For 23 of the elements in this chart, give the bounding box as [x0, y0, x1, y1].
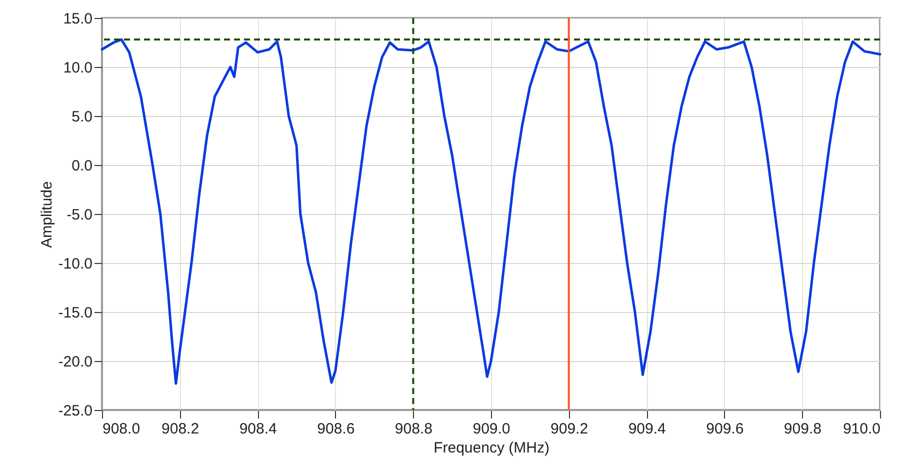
y-tick-label: 15.0 [63, 10, 92, 28]
y-tick-label: -10.0 [58, 256, 92, 272]
x-tick-label: 908.8 [394, 420, 432, 438]
x-tick-label: 909.2 [550, 420, 588, 438]
y-axis-title: Amplitude [38, 181, 56, 248]
x-tick-label: 909.6 [706, 420, 744, 438]
y-tick-label: -25.0 [58, 402, 92, 420]
x-tick-label: 909.4 [628, 420, 666, 438]
y-tick-label: 0.0 [72, 158, 92, 174]
x-tick-label: 909.8 [784, 420, 822, 438]
x-tick-label: 908.0 [102, 420, 140, 438]
y-tick-label: -20.0 [58, 354, 92, 370]
x-tick-label: 908.4 [239, 420, 277, 438]
x-tick-label: 910.0 [842, 420, 880, 438]
line-series [100, 38, 882, 385]
x-axis-title: Frequency (MHz) [434, 440, 550, 456]
y-tick-label: 10.0 [63, 60, 92, 76]
y-tick-label: -15.0 [58, 304, 92, 322]
x-tick-label: 908.6 [317, 420, 355, 438]
x-tick-label: 909.0 [472, 420, 510, 438]
y-tick-label: 5.0 [72, 108, 92, 126]
y-tick-label: -5.0 [66, 206, 92, 224]
x-tick-label: 908.2 [162, 420, 200, 438]
